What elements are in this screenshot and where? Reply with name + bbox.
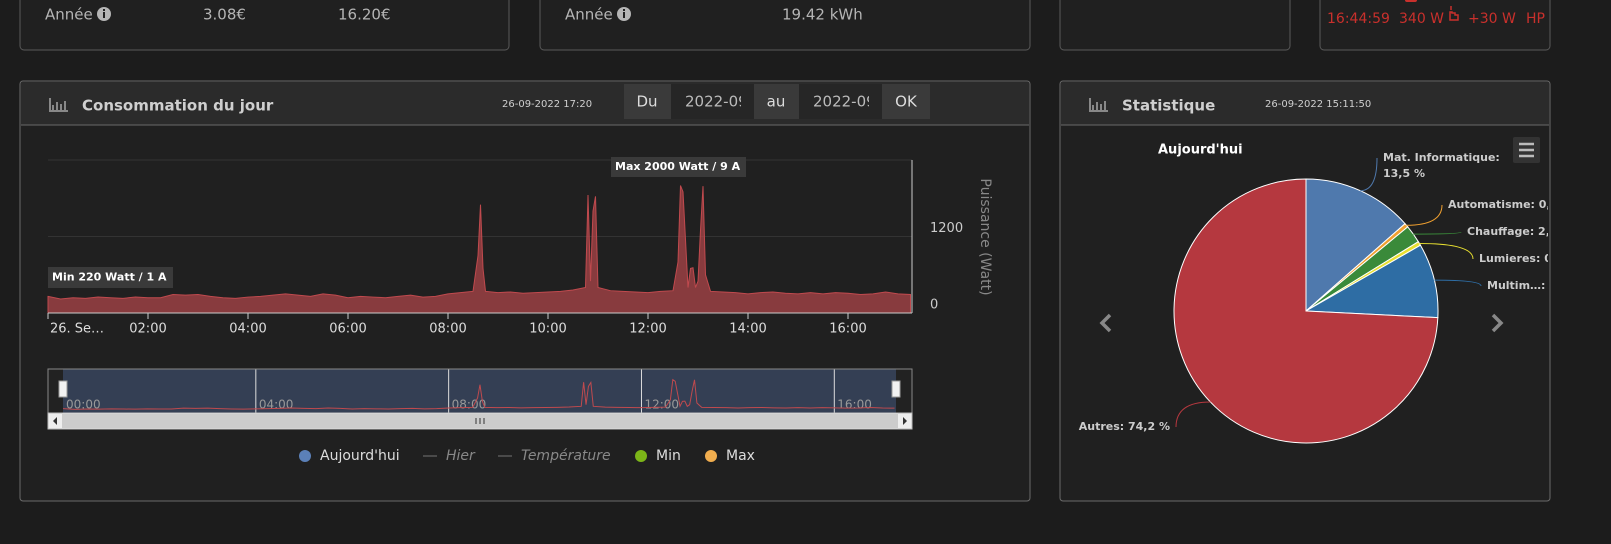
next-arrow[interactable] xyxy=(1491,313,1504,333)
info-icon-glyph xyxy=(103,12,105,18)
connector xyxy=(1406,204,1443,226)
date-input[interactable] xyxy=(671,84,754,119)
area xyxy=(47,185,911,314)
live-delta: +30 W xyxy=(1468,11,1516,27)
navigator-label: 12:00 xyxy=(644,398,679,412)
area-chart: 0 1200 Puissance (Watt) 26. Se… 02:00 04:00 06… xyxy=(47,157,993,464)
legend-marker xyxy=(635,450,647,462)
row-label: Année xyxy=(45,6,93,24)
panel xyxy=(539,0,1031,51)
timestamp: 26-09-2022 17:20 xyxy=(502,99,592,110)
panel-title: Statistique xyxy=(1122,97,1215,115)
timestamp: 26-09-2022 15:11:50 xyxy=(1265,99,1371,110)
live-time: 16:44:59 xyxy=(1327,11,1390,27)
pie-label: Chauffage: 2, xyxy=(1467,225,1550,238)
navigator-label: 04:00 xyxy=(259,398,294,412)
pie-title: Aujourd'hui xyxy=(1158,143,1243,158)
date-value: 2022-09 xyxy=(813,93,876,111)
ok-button[interactable] xyxy=(882,84,930,119)
navigator-handle[interactable] xyxy=(891,380,901,398)
y-tick-label: 1200 xyxy=(930,221,963,236)
legend-label[interactable]: Température xyxy=(521,448,611,464)
pie-label: Automatisme: 0, xyxy=(1448,198,1551,211)
prev-arrow[interactable] xyxy=(1099,313,1112,333)
scrollbar-grip xyxy=(475,418,485,424)
navigator-selection xyxy=(63,369,896,413)
date-input[interactable] xyxy=(799,84,882,119)
legend-marker xyxy=(705,450,717,462)
live-power: 340 W xyxy=(1399,11,1444,27)
row-label: Année xyxy=(565,6,613,24)
annotation-box xyxy=(611,157,746,177)
annotation: Max 2000 Watt / 9 A xyxy=(615,160,741,173)
info-icon-glyph xyxy=(623,12,625,18)
connector xyxy=(1360,157,1378,192)
x-tick-label: 04:00 xyxy=(229,322,266,337)
x-tick-label: 08:00 xyxy=(429,322,466,337)
pie-chart: Aujourd'hui Mat. Informatique: 13,5 % Autom… xyxy=(1079,143,1552,444)
x-tick-label: 26. Se… xyxy=(50,322,104,337)
panel xyxy=(1319,0,1551,51)
navigator-line xyxy=(62,378,895,410)
pie-label: Multim…: xyxy=(1487,279,1545,292)
legend-marker xyxy=(299,450,311,462)
hand-icon xyxy=(1449,6,1459,21)
x-tick-label: 16:00 xyxy=(829,322,866,337)
value: 3.08€ xyxy=(203,6,246,24)
chart-icon xyxy=(49,98,68,112)
connector xyxy=(1175,401,1211,428)
connector xyxy=(1434,279,1482,287)
navigator-handle[interactable] xyxy=(58,380,68,398)
pie-label: Lumieres: 0 xyxy=(1479,252,1552,265)
x-tick-label: 02:00 xyxy=(129,322,166,337)
x-tick-label: 10:00 xyxy=(529,322,566,337)
x-tick-label: 12:00 xyxy=(629,322,666,337)
panel xyxy=(19,0,510,51)
value: 19.42 kWh xyxy=(782,6,863,24)
x-tick-label: 06:00 xyxy=(329,322,366,337)
info-icon-glyph xyxy=(623,9,625,11)
connector xyxy=(1419,242,1474,260)
label-addon xyxy=(754,84,799,119)
from-label: Du xyxy=(636,93,657,111)
connector xyxy=(1413,231,1462,235)
pie-label: Autres: 74,2 % xyxy=(1079,420,1170,433)
value: 16.20€ xyxy=(338,6,391,24)
alert-icon xyxy=(1405,0,1417,2)
y-axis-title: Puissance (Watt) xyxy=(977,178,993,295)
navigator-label: 00:00 xyxy=(66,398,101,412)
legend-label[interactable]: Min xyxy=(656,448,681,464)
info-icon-glyph xyxy=(103,9,105,11)
pie-label: Mat. Informatique: xyxy=(1383,151,1500,164)
pie-slice xyxy=(1305,178,1406,313)
pie-label: 13,5 % xyxy=(1383,167,1425,180)
panel xyxy=(19,80,1031,502)
annotation: Min 220 Watt / 1 A xyxy=(52,271,167,284)
panel-header xyxy=(1061,82,1549,125)
navigator-label: 16:00 xyxy=(837,398,872,412)
chart-icon xyxy=(1089,98,1108,112)
date-value: 2022-09 xyxy=(685,93,748,111)
menu-icon xyxy=(1519,142,1534,158)
panel-title: Consommation du jour xyxy=(82,97,274,115)
y-tick-label: 0 xyxy=(930,298,938,313)
label-addon xyxy=(624,84,671,119)
annotation-box xyxy=(48,267,173,288)
to-label: au xyxy=(767,93,786,111)
pie-slice xyxy=(1173,178,1439,444)
legend-label[interactable]: Hier xyxy=(446,448,476,464)
panel xyxy=(1059,0,1291,51)
live-tariff: HP xyxy=(1526,11,1545,27)
legend-label[interactable]: Aujourd'hui xyxy=(320,448,400,464)
x-tick-label: 14:00 xyxy=(729,322,766,337)
legend-label[interactable]: Max xyxy=(726,448,755,464)
navigator-label: 08:00 xyxy=(452,398,487,412)
ok-label: OK xyxy=(895,93,918,111)
